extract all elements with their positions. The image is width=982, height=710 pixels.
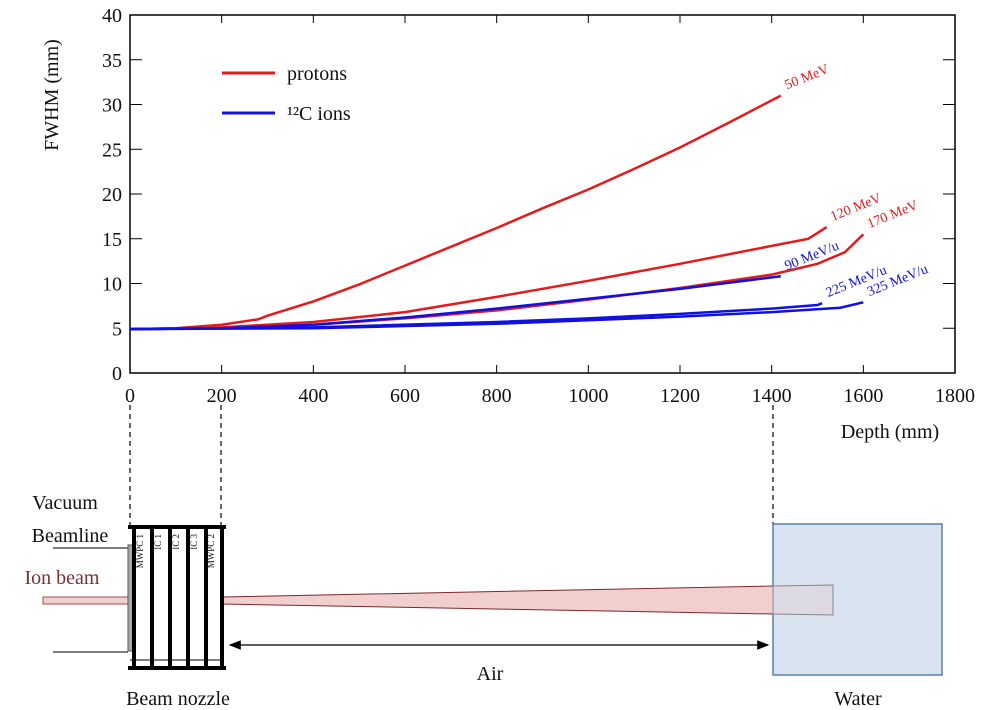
x-tick-label: 1000 — [568, 385, 608, 407]
label: Beam nozzle — [126, 688, 230, 710]
label: Vacuum — [32, 492, 98, 514]
x-tick-label: 1400 — [752, 385, 792, 407]
curve-label: 50 MeV — [783, 62, 832, 93]
x-tick-label: 1600 — [843, 385, 883, 407]
nozzle — [128, 525, 226, 670]
label: Ion beam — [25, 567, 100, 589]
chamber-label: MWPC 1 — [135, 534, 145, 568]
legend-label: ¹²C ions — [287, 103, 351, 125]
chamber-label: MWPC 2 — [206, 534, 216, 568]
label: Beamline — [32, 525, 109, 547]
ion-beam — [42, 596, 131, 605]
beam-cone — [221, 585, 774, 615]
x-tick-label: 600 — [390, 385, 420, 407]
y-tick-label: 30 — [102, 95, 122, 117]
beam-in-water — [772, 584, 834, 616]
label: Water — [834, 688, 882, 710]
y-tick-label: 15 — [102, 229, 122, 251]
chamber-label: IC 2 — [171, 534, 181, 550]
x-tick-label: 200 — [207, 385, 237, 407]
chambers: MWPC 1 IC 1 IC 2 IC 3 MWPC 2 — [135, 534, 216, 569]
legend-label: protons — [287, 63, 347, 85]
chamber-label: IC 1 — [153, 534, 163, 550]
chamber-label: IC 3 — [189, 534, 199, 550]
y-tick-label: 5 — [112, 318, 122, 340]
y-tick-label: 0 — [112, 363, 122, 385]
y-tick-label: 40 — [102, 5, 122, 27]
y-tick-label: 10 — [102, 274, 122, 296]
y-tick-label: 35 — [102, 50, 122, 72]
curve — [129, 226, 828, 331]
plot: 0 200 400 600 800 1000 1200 1400 1600 1800 0 5 10 15 2… — [102, 5, 975, 407]
y-tick-label: 20 — [102, 184, 122, 206]
y-tick-label: 25 — [102, 139, 122, 161]
curve — [129, 301, 864, 331]
x-axis-label: Depth (mm) — [841, 421, 939, 443]
y-axis-label: FWHM (mm) — [41, 39, 63, 151]
x-tick-label: 1200 — [660, 385, 700, 407]
x-tick-label: 800 — [482, 385, 512, 407]
x-tick-label: 0 — [125, 385, 135, 407]
curve — [129, 94, 782, 331]
x-tick-label: 400 — [298, 385, 328, 407]
label: Air — [477, 663, 504, 685]
x-tick-label: 1800 — [935, 385, 975, 407]
